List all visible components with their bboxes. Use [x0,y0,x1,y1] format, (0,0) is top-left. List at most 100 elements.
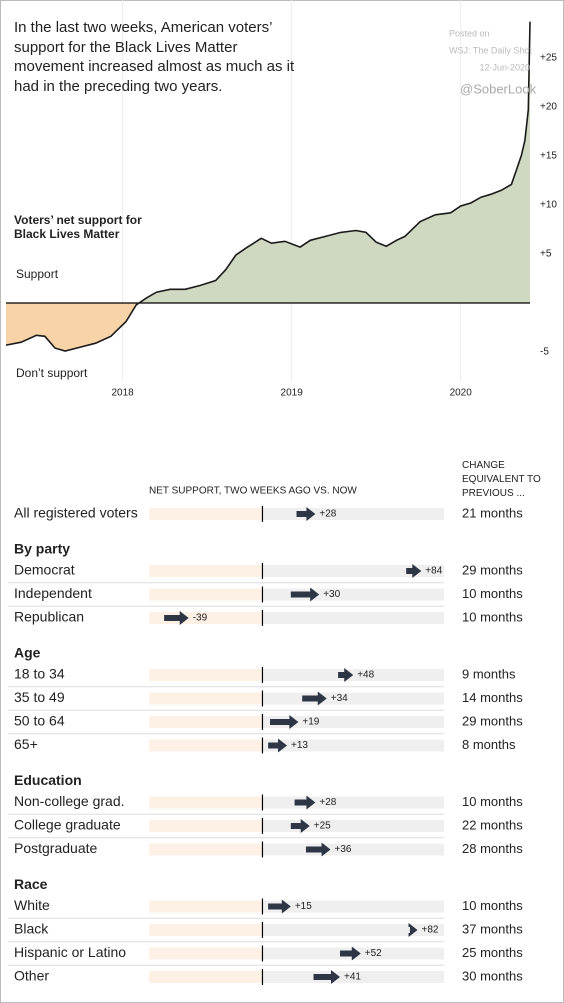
arrow [268,738,288,753]
months-label: 10 months [462,586,523,601]
row-label: Hispanic or Latino [14,944,126,960]
y-tick-label: +20 [540,102,557,113]
bar-negative [149,820,263,832]
bar-positive [262,924,444,936]
months-label: 14 months [462,690,523,705]
value-label: +41 [344,972,361,983]
row-label: Other [14,968,49,984]
source-note: Posted on [449,28,490,38]
y-tick-label: +10 [540,200,557,211]
row-label: Democrat [14,562,75,578]
x-tick-label: 2019 [281,388,304,399]
arrow [305,842,331,857]
row-label: Non-college grad. [14,793,125,809]
months-label: 29 months [462,713,523,728]
bar-positive [262,971,444,983]
annotation: Support [16,267,59,281]
bar-negative [149,565,263,577]
row-label: Republican [14,609,84,625]
months-label: 8 months [462,737,516,752]
bar-positive [262,565,444,577]
bar-negative [149,796,263,809]
column-header: CHANGE EQUIVALENT TO PREVIOUS ... [462,460,541,499]
arrow [339,946,361,961]
y-tick-label: +15 [540,151,557,162]
source-note: WSJ: The Daily Shot [449,45,532,55]
bar-negative [149,843,263,856]
bar-negative [149,739,263,752]
bar-positive [262,508,444,520]
bar-positive [262,716,444,728]
y-tick-label: +5 [540,249,552,260]
x-tick-label: 2018 [112,388,135,399]
arrow [270,715,299,729]
bar-negative [149,900,263,913]
value-label: +82 [422,925,439,936]
group-title: Education [14,772,82,788]
arrow [290,819,310,833]
arrow [296,507,316,521]
arrow [294,795,316,810]
row-label: All registered voters [14,505,138,521]
source-note: 12-Jun-2020 [479,62,530,72]
bar-positive [262,843,444,856]
row-label: Postgraduate [14,840,97,856]
bar-positive [262,900,444,913]
row-label: 50 to 64 [14,713,65,729]
arrow [313,970,340,984]
arrow [290,587,320,602]
group-title: By party [14,541,70,557]
bar-negative [149,924,263,936]
bar-positive [262,739,444,752]
bar-negative [149,669,263,681]
months-label: 25 months [462,945,523,960]
area-positive [6,21,530,303]
row-label: 35 to 49 [14,689,65,705]
annotation: Voters’ net support for Black Lives Matt… [14,213,142,241]
months-label: 30 months [462,968,523,983]
group-title: Race [14,876,48,892]
row-label: 18 to 34 [14,666,65,682]
row-label: College graduate [14,817,121,833]
value-label: -39 [193,613,208,624]
annotation-box: Voters’ net support for Black Lives Matt… [14,213,142,241]
annotation: Don’t support [16,366,88,380]
bar-positive [262,588,444,601]
value-label: +52 [365,948,382,959]
months-label: 10 months [462,794,523,809]
row-label: Black [14,921,49,937]
months-label: 10 months [462,898,523,913]
bar-positive [262,820,444,832]
months-label: 9 months [462,666,516,681]
bar-negative [149,588,263,601]
column-header-box: CHANGE EQUIVALENT TO PREVIOUS ... [462,460,541,499]
bar-positive [262,612,444,624]
column-header: NET SUPPORT, TWO WEEKS AGO VS. NOW [149,486,357,497]
bar-negative [149,971,263,983]
line [5,21,531,352]
arrow [408,923,418,937]
arrow [268,899,291,914]
value-label: +34 [331,693,348,704]
x-tick-label: 2020 [450,388,473,399]
value-label: +19 [302,717,319,728]
months-label: 22 months [462,817,523,832]
value-label: +28 [319,797,336,808]
value-label: +84 [425,566,442,577]
months-label: 21 months [462,505,523,520]
bar-negative [149,692,263,705]
bar-negative [149,947,263,960]
group-title: Age [14,645,41,661]
watermark: @SoberLook [460,81,537,96]
arrow [338,668,354,682]
arrow [302,691,327,706]
months-label: 37 months [462,921,523,936]
value-label: +48 [357,670,374,681]
bar-positive [262,692,444,705]
months-label: 29 months [462,562,523,577]
row-label: White [14,897,50,913]
value-label: +13 [291,740,308,751]
y-tick-label: -5 [540,347,549,358]
